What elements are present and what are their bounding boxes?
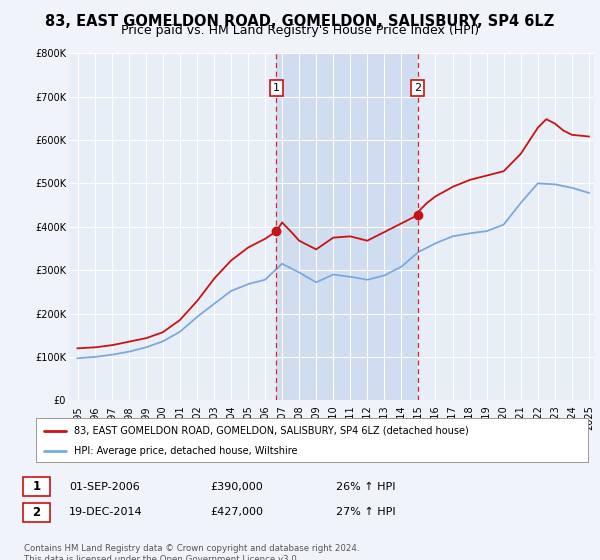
Text: £427,000: £427,000 <box>210 507 263 517</box>
Text: Contains HM Land Registry data © Crown copyright and database right 2024.
This d: Contains HM Land Registry data © Crown c… <box>24 544 359 560</box>
Text: 1: 1 <box>32 480 41 493</box>
Text: 01-SEP-2006: 01-SEP-2006 <box>69 482 140 492</box>
Text: 26% ↑ HPI: 26% ↑ HPI <box>336 482 395 492</box>
Text: 2: 2 <box>414 83 421 93</box>
Text: 27% ↑ HPI: 27% ↑ HPI <box>336 507 395 517</box>
Text: 83, EAST GOMELDON ROAD, GOMELDON, SALISBURY, SP4 6LZ: 83, EAST GOMELDON ROAD, GOMELDON, SALISB… <box>46 14 554 29</box>
Bar <box>277 53 418 400</box>
Text: £390,000: £390,000 <box>210 482 263 492</box>
Text: 1: 1 <box>273 83 280 93</box>
Text: Price paid vs. HM Land Registry's House Price Index (HPI): Price paid vs. HM Land Registry's House … <box>121 24 479 37</box>
Text: 83, EAST GOMELDON ROAD, GOMELDON, SALISBURY, SP4 6LZ (detached house): 83, EAST GOMELDON ROAD, GOMELDON, SALISB… <box>74 426 468 436</box>
Text: HPI: Average price, detached house, Wiltshire: HPI: Average price, detached house, Wilt… <box>74 446 297 456</box>
Text: 19-DEC-2014: 19-DEC-2014 <box>69 507 143 517</box>
Text: 2: 2 <box>32 506 41 519</box>
